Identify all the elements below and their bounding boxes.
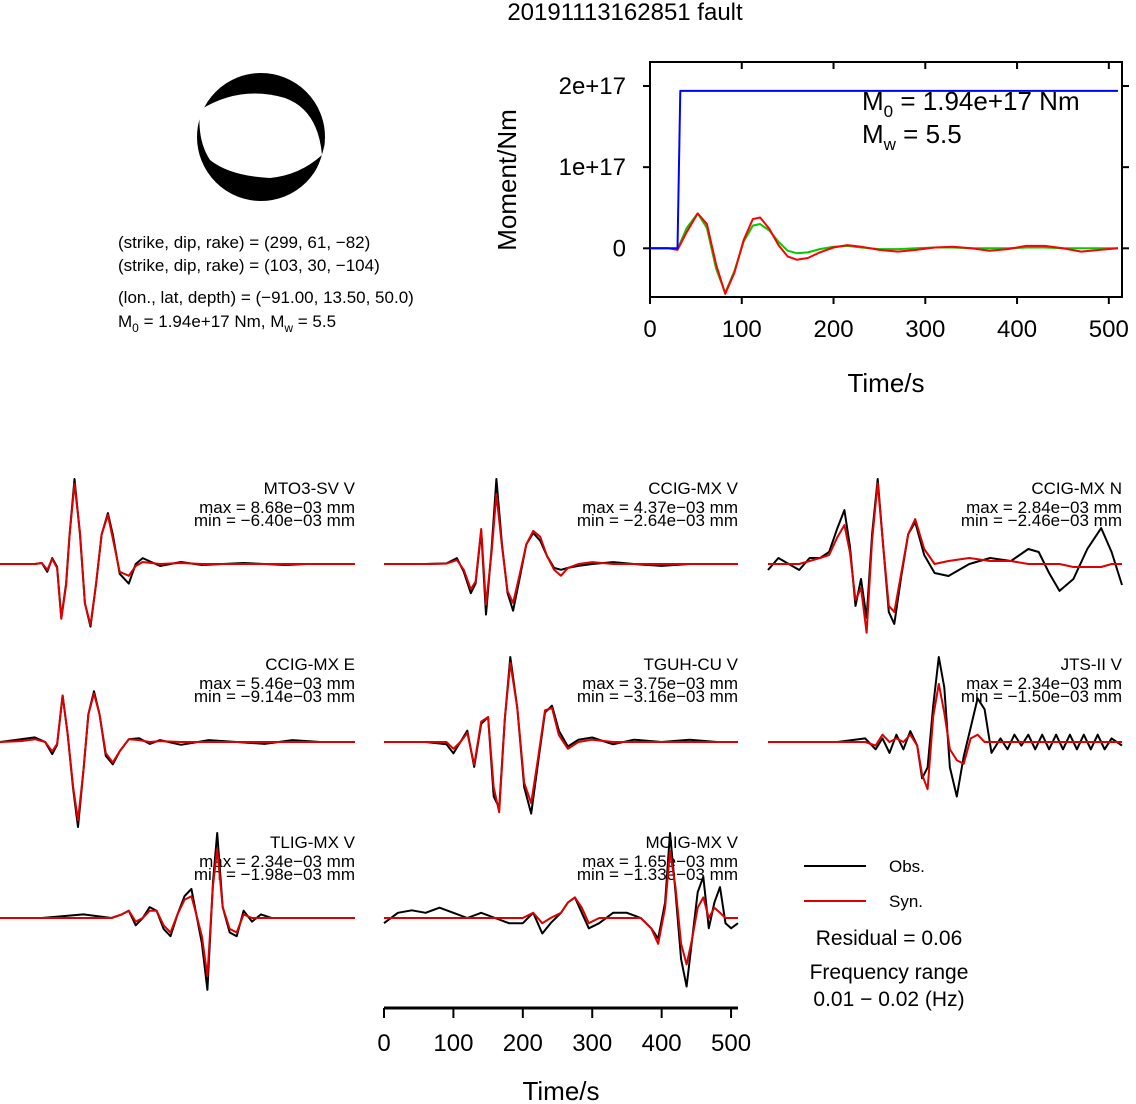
waveform-max-label: max = 5.46e−03 mm bbox=[199, 674, 355, 693]
moment-y-tick-label: 2e+17 bbox=[559, 73, 626, 100]
moment-y-tick-label: 0 bbox=[613, 235, 626, 262]
beachball-white-sliver bbox=[316, 146, 324, 170]
legend: Obs. Syn. bbox=[804, 857, 925, 911]
waveform-max-label: max = 1.65e−03 mm bbox=[582, 852, 738, 871]
waveform-max-label: max = 2.84e−03 mm bbox=[966, 498, 1122, 517]
moment-plot-mw-annotation: Mw = 5.5 bbox=[862, 119, 962, 154]
waveform-axis-tick-label: 300 bbox=[572, 1030, 612, 1057]
moment-x-tick-label: 500 bbox=[1089, 316, 1129, 343]
waveform-synthetic-trace bbox=[0, 482, 355, 626]
waveform-synthetic-trace bbox=[384, 661, 738, 814]
waveform-max-label: max = 2.34e−03 mm bbox=[199, 852, 355, 871]
moment-x-tick-label: 200 bbox=[814, 316, 854, 343]
waveform-synthetic-trace bbox=[0, 848, 355, 978]
waveform-time-axis: 0 100 200 300 400 500 Time/s bbox=[377, 1006, 751, 1104]
waveform-min-label: min = −1.50e−03 mm bbox=[961, 687, 1122, 706]
beachball-white-lobe bbox=[199, 93, 322, 178]
frequency-range-title: Frequency range bbox=[810, 961, 969, 984]
waveform-synthetic-trace bbox=[384, 493, 738, 606]
waveform-min-label: min = −1.33e−03 mm bbox=[577, 865, 738, 884]
moment-plot-m0-annotation: M0 = 1.94e+17 Nm bbox=[862, 86, 1080, 121]
location-depth: (lon., lat, depth) = (−91.00, 13.50, 50.… bbox=[118, 288, 414, 307]
moment-plot: 0 100 200 300 400 500 0 1e+17 2e+17 Moment/Nm Ti… bbox=[492, 61, 1129, 398]
waveform-station-label: CCIG-MX N bbox=[1031, 479, 1122, 498]
moment-rate-red-line bbox=[650, 212, 1119, 295]
frequency-range-value: 0.01 − 0.02 (Hz) bbox=[813, 988, 964, 1011]
legend-syn-label: Syn. bbox=[889, 892, 923, 911]
nodal-plane-1: (strike, dip, rake) = (299, 61, −82) bbox=[118, 233, 370, 252]
moment-magnitude-summary: M0 = 1.94e+17 Nm, Mw = 5.5 bbox=[118, 312, 336, 335]
moment-plot-xlabel: Time/s bbox=[847, 368, 924, 398]
moment-plot-ylabel: Moment/Nm bbox=[492, 109, 522, 251]
waveform-axis-tick-label: 0 bbox=[377, 1030, 390, 1057]
waveform-observed-trace bbox=[383, 832, 739, 988]
waveform-max-label: max = 3.75e−03 mm bbox=[582, 674, 738, 693]
waveform-axis-xlabel: Time/s bbox=[522, 1076, 599, 1104]
waveform-observed-trace bbox=[768, 656, 1123, 798]
moment-x-tick-label: 400 bbox=[997, 316, 1037, 343]
moment-plot-lines bbox=[650, 89, 1119, 295]
waveform-max-label: max = 4.37e−03 mm bbox=[582, 498, 738, 517]
waveform-observed-trace bbox=[0, 690, 355, 828]
residual-text: Residual = 0.06 bbox=[816, 927, 963, 950]
waveform-synthetic-trace bbox=[768, 482, 1122, 634]
waveform-station-label: MOIG-MX V bbox=[645, 833, 738, 852]
moment-plot-frame bbox=[649, 61, 1123, 298]
waveform-max-label: max = 2.34e−03 mm bbox=[966, 674, 1122, 693]
mechanism-info: (strike, dip, rake) = (299, 61, −82) (st… bbox=[118, 233, 414, 335]
waveform-axis-tick-label: 400 bbox=[642, 1030, 682, 1057]
moment-rate-cumulative-line bbox=[650, 89, 1118, 250]
waveform-min-label: min = −6.40e−03 mm bbox=[194, 511, 355, 530]
moment-plot-ticks: 0 100 200 300 400 500 0 1e+17 2e+17 bbox=[559, 62, 1129, 343]
waveform-axis-tick-label: 200 bbox=[503, 1030, 543, 1057]
figure-title: 20191113162851 fault bbox=[507, 0, 743, 26]
waveform-station-label: TGUH-CU V bbox=[644, 655, 739, 674]
waveform-min-label: min = −9.14e−03 mm bbox=[194, 687, 355, 706]
waveform-min-label: min = −3.16e−03 mm bbox=[577, 687, 738, 706]
waveform-station-label: CCIG-MX E bbox=[265, 655, 355, 674]
waveform-axis-ticks: 0 100 200 300 400 500 bbox=[377, 1008, 751, 1057]
waveform-min-label: min = −1.98e−03 mm bbox=[194, 865, 355, 884]
waveform-axis-tick-label: 500 bbox=[711, 1030, 751, 1057]
waveform-min-label: min = −2.64e−03 mm bbox=[577, 511, 738, 530]
waveform-station-label: CCIG-MX V bbox=[648, 479, 738, 498]
waveform-synthetic-trace bbox=[768, 682, 1122, 791]
waveform-synthetic-trace bbox=[384, 850, 738, 966]
nodal-plane-2: (strike, dip, rake) = (103, 30, −104) bbox=[118, 256, 380, 275]
waveform-station-label: TLIG-MX V bbox=[270, 833, 356, 852]
moment-y-tick-label: 1e+17 bbox=[559, 154, 626, 181]
waveform-min-label: min = −2.46e−03 mm bbox=[961, 511, 1122, 530]
waveform-station-label: MTO3-SV V bbox=[264, 479, 356, 498]
waveform-axis-tick-label: 100 bbox=[433, 1030, 473, 1057]
waveform-synthetic-trace bbox=[0, 692, 355, 822]
waveform-station-label: JTS-II V bbox=[1061, 655, 1123, 674]
legend-obs-label: Obs. bbox=[889, 857, 925, 876]
moment-x-tick-label: 100 bbox=[722, 316, 762, 343]
focal-mechanism-beachball bbox=[197, 73, 325, 201]
waveform-max-label: max = 8.68e−03 mm bbox=[199, 498, 355, 517]
moment-x-tick-label: 300 bbox=[905, 316, 945, 343]
moment-x-tick-label: 0 bbox=[643, 316, 656, 343]
waveform-observed-trace bbox=[767, 478, 1123, 625]
